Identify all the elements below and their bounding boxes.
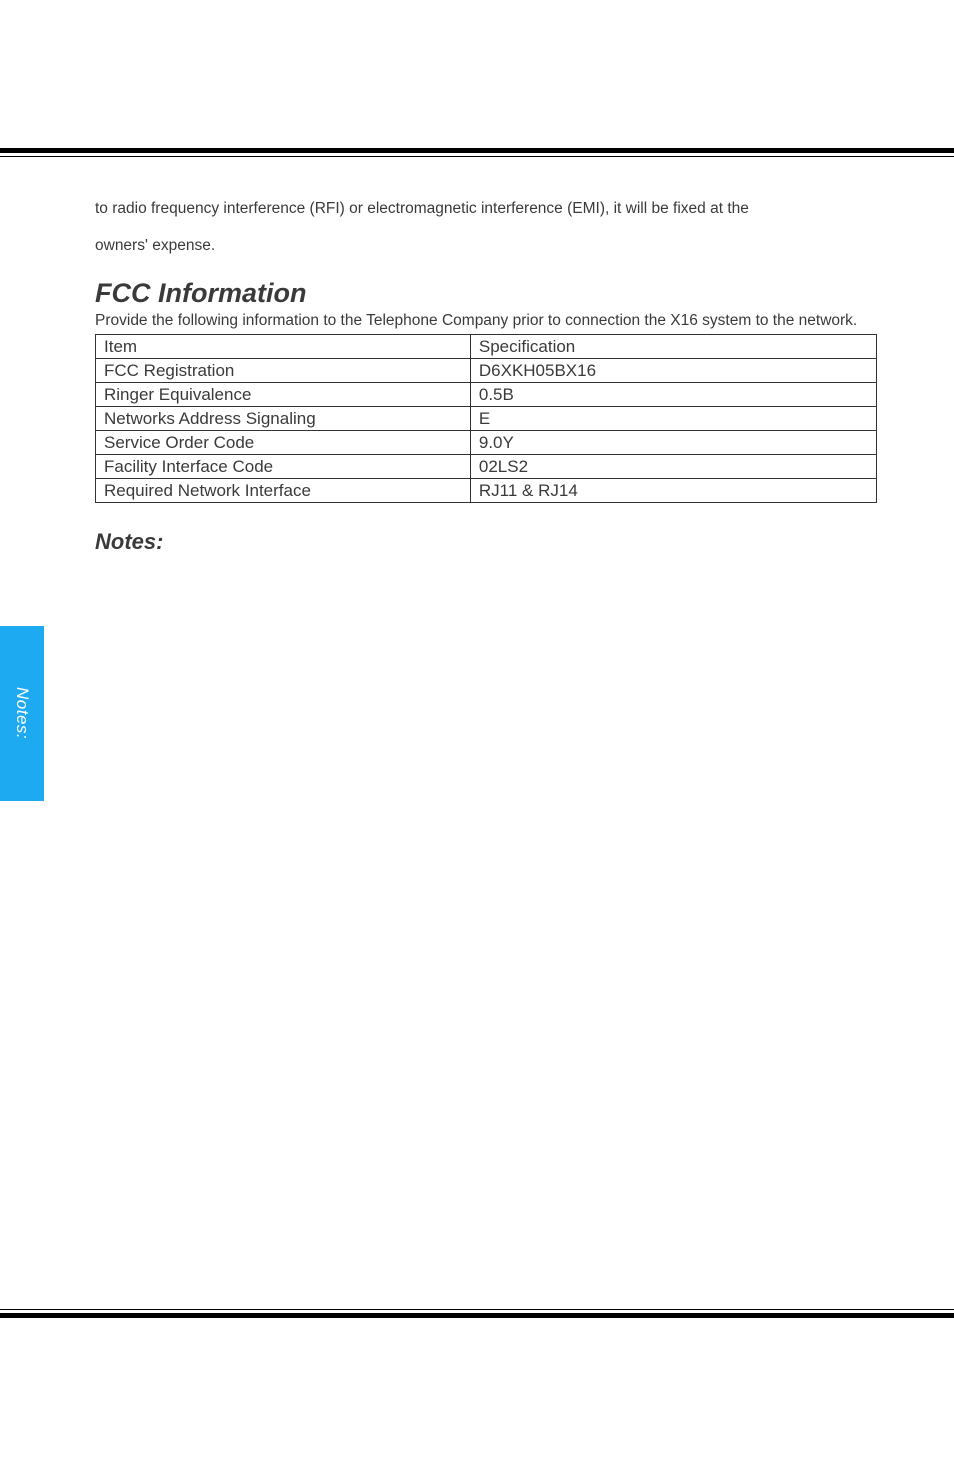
table-cell-item: Networks Address Signaling xyxy=(96,407,471,431)
bottom-double-rule xyxy=(0,1309,954,1318)
paragraph-line-1: to radio frequency interference (RFI) or… xyxy=(95,200,749,217)
table-cell-spec: D6XKH05BX16 xyxy=(470,359,876,383)
paragraph-line-2: owners' expense. xyxy=(95,237,215,254)
section-intro: Provide the following information to the… xyxy=(95,311,877,332)
table-header-row: Item Specification xyxy=(96,335,877,359)
table-header-item: Item xyxy=(96,335,471,359)
table-cell-item: Required Network Interface xyxy=(96,479,471,503)
top-double-rule xyxy=(0,148,954,157)
notes-heading: Notes: xyxy=(95,529,877,555)
side-tab-notes: Notes: xyxy=(0,626,44,801)
section-title-fcc-information: FCC Information xyxy=(95,278,877,309)
table-row: Ringer Equivalence 0.5B xyxy=(96,383,877,407)
table-row: FCC Registration D6XKH05BX16 xyxy=(96,359,877,383)
table-cell-item: FCC Registration xyxy=(96,359,471,383)
table-header-spec: Specification xyxy=(470,335,876,359)
table-row: Networks Address Signaling E xyxy=(96,407,877,431)
table-cell-spec: 9.0Y xyxy=(470,431,876,455)
table-cell-item: Ringer Equivalence xyxy=(96,383,471,407)
table-row: Facility Interface Code 02LS2 xyxy=(96,455,877,479)
table-cell-spec: RJ11 & RJ14 xyxy=(470,479,876,503)
table-cell-item: Service Order Code xyxy=(96,431,471,455)
table-cell-item: Facility Interface Code xyxy=(96,455,471,479)
table-cell-spec: 02LS2 xyxy=(470,455,876,479)
side-tab-label: Notes: xyxy=(12,687,32,739)
table-row: Required Network Interface RJ11 & RJ14 xyxy=(96,479,877,503)
table-row: Service Order Code 9.0Y xyxy=(96,431,877,455)
table-cell-spec: 0.5B xyxy=(470,383,876,407)
table-cell-spec: E xyxy=(470,407,876,431)
fcc-information-table: Item Specification FCC Registration D6XK… xyxy=(95,334,877,503)
page-content: to radio frequency interference (RFI) or… xyxy=(95,190,877,555)
continuation-paragraph: to radio frequency interference (RFI) or… xyxy=(95,190,877,264)
